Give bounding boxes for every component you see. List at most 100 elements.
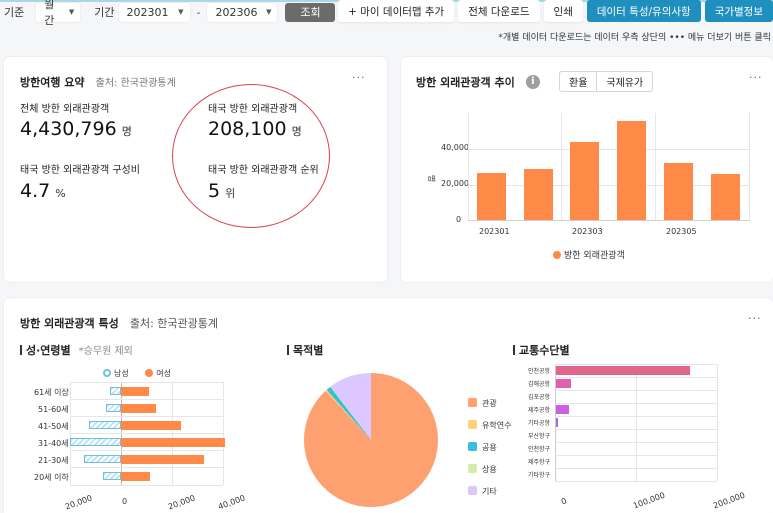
y-label-under-20: 20세 이하 bbox=[34, 473, 69, 482]
trend-header: 방한 외래관광객 추이 i bbox=[416, 71, 540, 90]
chevron-down-icon: ▼ bbox=[266, 8, 272, 16]
x-tick-0: 0 bbox=[122, 497, 128, 506]
y-label-gimhae-airport: 김해공항 bbox=[528, 381, 551, 388]
trend-legend[interactable]: 방한 외래관광객 bbox=[553, 248, 625, 261]
section-marker bbox=[20, 345, 22, 355]
legend-female[interactable]: 여성 bbox=[145, 369, 171, 378]
basis-label: 기준 bbox=[4, 6, 25, 19]
female-bar-41-50[interactable] bbox=[121, 421, 181, 430]
x-tick-100000: 100,000 bbox=[632, 490, 667, 511]
gridline bbox=[70, 450, 223, 451]
gender-age-title-text: 성·연령별 bbox=[26, 344, 71, 357]
basis-select-value: 월간 bbox=[44, 0, 55, 27]
more-menu-icon[interactable]: ··· bbox=[352, 71, 366, 84]
exchange-rate-toggle[interactable]: 환율 bbox=[569, 78, 588, 89]
summary-card: 방한여행 요약 출처: 한국관광통계 ··· 전체 방한 외래관광객 4,430… bbox=[4, 57, 387, 282]
legend-official[interactable]: 공용 bbox=[468, 437, 511, 459]
bar-202301[interactable] bbox=[477, 173, 506, 220]
male-bar-51-60[interactable] bbox=[106, 404, 121, 412]
x-tick-20000: 20,000 bbox=[167, 493, 197, 512]
legend-square-icon bbox=[468, 442, 477, 451]
bar-other-airport[interactable] bbox=[556, 418, 558, 427]
y-label-other-airport: 기타공항 bbox=[528, 420, 551, 427]
gridline bbox=[655, 113, 656, 220]
male-bar-21-30[interactable] bbox=[84, 455, 121, 463]
bar-202306[interactable] bbox=[711, 174, 740, 220]
gridline bbox=[555, 468, 717, 469]
data-notes-button[interactable]: 데이터 특성/유의사항 bbox=[586, 0, 701, 22]
legend-male-label: 남성 bbox=[114, 369, 129, 378]
legend-official-label: 공용 bbox=[482, 443, 497, 452]
female-legend-icon bbox=[145, 369, 154, 377]
print-button[interactable]: 인쇄 bbox=[543, 0, 583, 22]
bar-jeju-airport[interactable] bbox=[556, 405, 569, 414]
total-visitors-value: 4,430,796 명 bbox=[20, 118, 132, 140]
gridline bbox=[717, 364, 718, 481]
filter-bar: 기준 월간 ▼ 기간 202301 ▼ - 202306 ▼ 조회 bbox=[0, 0, 336, 27]
male-bar-under-20[interactable] bbox=[103, 472, 121, 480]
bar-202302[interactable] bbox=[524, 169, 553, 220]
bar-incheon-airport[interactable] bbox=[556, 366, 690, 375]
female-bar-31-40[interactable] bbox=[121, 438, 225, 447]
y-label-51-60: 51-60세 bbox=[38, 405, 69, 414]
purpose-title-text: 목적별 bbox=[293, 344, 324, 357]
legend-other[interactable]: 기타 bbox=[468, 481, 511, 503]
oil-price-toggle[interactable]: 국제유가 bbox=[596, 72, 652, 91]
gridline bbox=[223, 382, 224, 485]
x-tick-200000: 200,000 bbox=[712, 490, 747, 511]
total-visitors-number: 4,430,796 bbox=[20, 118, 117, 140]
x-tick-202305: 202305 bbox=[666, 227, 697, 236]
legend-tourism[interactable]: 관광 bbox=[468, 393, 511, 415]
male-bar-61-plus[interactable] bbox=[110, 387, 121, 395]
country-info-button[interactable]: 국가별정보 bbox=[704, 0, 773, 22]
legend-square-icon bbox=[468, 398, 477, 407]
y-label-61-plus: 61세 이상 bbox=[34, 388, 69, 397]
action-buttons: + 마이 데이터맵 추가 전체 다운로드 인쇄 데이터 특성/유의사항 국가별정… bbox=[338, 0, 773, 22]
x-axis-line bbox=[468, 220, 750, 221]
query-button[interactable]: 조회 bbox=[285, 2, 336, 22]
add-my-datamap-button[interactable]: + 마이 데이터맵 추가 bbox=[338, 0, 455, 22]
legend-study[interactable]: 유학연수 bbox=[468, 415, 511, 437]
y-tick-0: 0 bbox=[456, 215, 462, 224]
period-end-select[interactable]: 202306 ▼ bbox=[207, 2, 278, 22]
gridline bbox=[749, 113, 750, 220]
female-bar-51-60[interactable] bbox=[121, 404, 156, 413]
period-start-select[interactable]: 202301 ▼ bbox=[118, 2, 190, 22]
legend-business[interactable]: 상용 bbox=[468, 459, 511, 481]
male-legend-icon bbox=[103, 369, 111, 377]
legend-male[interactable]: 남성 bbox=[103, 369, 129, 378]
summary-header: 방한여행 요약 출처: 한국관광통계 bbox=[20, 71, 176, 90]
female-bar-61-plus[interactable] bbox=[121, 387, 149, 396]
male-bar-31-40[interactable] bbox=[70, 438, 121, 446]
gridline bbox=[555, 481, 717, 482]
bar-202303[interactable] bbox=[570, 142, 599, 220]
bar-202305[interactable] bbox=[664, 163, 693, 220]
transport-title-text: 교통수단별 bbox=[519, 344, 570, 357]
section-marker bbox=[513, 345, 515, 355]
bar-gimhae-airport[interactable] bbox=[556, 379, 571, 388]
gridline bbox=[555, 416, 717, 417]
male-bar-41-50[interactable] bbox=[89, 421, 121, 429]
x-tick-202303: 202303 bbox=[572, 227, 603, 236]
summary-source: 출처: 한국관광통계 bbox=[95, 78, 176, 89]
legend-square-icon bbox=[468, 486, 477, 495]
info-icon[interactable]: i bbox=[525, 74, 540, 89]
gridline bbox=[555, 442, 717, 443]
basis-select[interactable]: 월간 ▼ bbox=[36, 0, 81, 27]
y-label-incheon-airport: 인천공항 bbox=[528, 368, 551, 375]
y-tick-20000: 20,000 bbox=[441, 179, 469, 188]
y-tick-40000: 40,000 bbox=[441, 143, 469, 152]
bar-202304[interactable] bbox=[617, 121, 646, 220]
period-start-value: 202301 bbox=[126, 5, 169, 19]
female-bar-21-30[interactable] bbox=[121, 455, 204, 464]
more-menu-icon[interactable]: ··· bbox=[748, 312, 762, 325]
purpose-pie-chart[interactable] bbox=[304, 373, 438, 507]
thai-share-label: 태국 방한 외래관광객 구성비 bbox=[20, 165, 140, 176]
thai-share-number: 4.7 bbox=[20, 180, 51, 202]
summary-title: 방한여행 요약 bbox=[20, 76, 85, 89]
more-menu-icon[interactable]: ··· bbox=[749, 71, 763, 84]
download-all-button[interactable]: 전체 다운로드 bbox=[458, 0, 540, 22]
x-tick-40000: 40,000 bbox=[217, 493, 247, 512]
highlight-circle-annotation bbox=[172, 84, 330, 228]
female-bar-under-20[interactable] bbox=[121, 472, 150, 481]
